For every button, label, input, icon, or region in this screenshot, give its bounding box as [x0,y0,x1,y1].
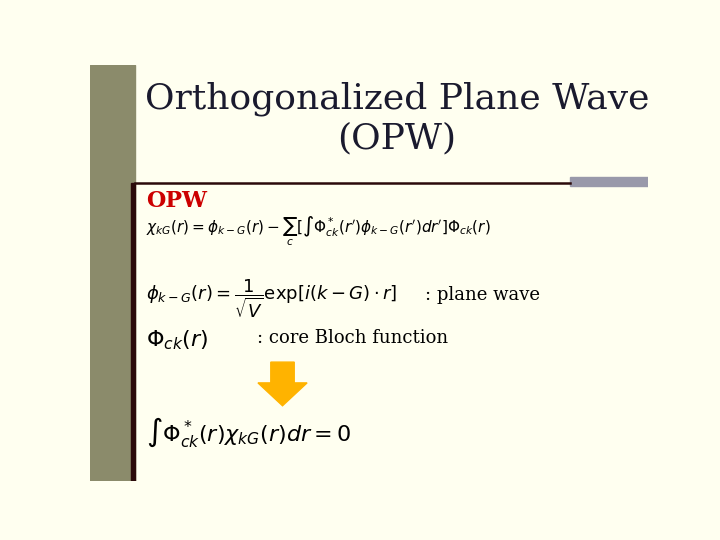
Bar [131,183,135,481]
Bar [90,65,135,481]
Text: : core Bloch function: : core Bloch function [258,329,449,347]
Text: Orthogonalized Plane Wave
(OPW): Orthogonalized Plane Wave (OPW) [145,82,649,156]
Text: OPW: OPW [145,190,207,212]
Bar [570,177,648,186]
Text: $\int \Phi_{ck}^*(r)\chi_{kG}(r)dr = 0$: $\int \Phi_{ck}^*(r)\chi_{kG}(r)dr = 0$ [145,416,351,449]
Text: $\Phi_{ck}(r)$: $\Phi_{ck}(r)$ [145,329,208,353]
Text: : plane wave: : plane wave [425,286,540,304]
Text: $\phi_{k-G}(r) = \dfrac{1}{\sqrt{V}} \exp[i(k-G)\cdot r]$: $\phi_{k-G}(r) = \dfrac{1}{\sqrt{V}} \ex… [145,277,397,320]
FancyArrow shape [258,362,307,406]
Text: $\chi_{kG}(r) = \phi_{k-G}(r) - \sum_c [\int \Phi_{ck}^*(r')\phi_{k-G}(r')dr']\P: $\chi_{kG}(r) = \phi_{k-G}(r) - \sum_c [… [145,214,490,248]
